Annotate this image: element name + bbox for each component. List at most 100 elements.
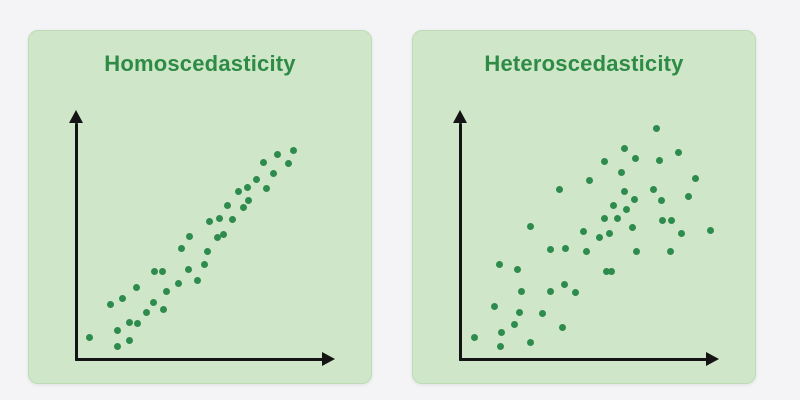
scatter-dot	[510, 320, 518, 328]
x-axis	[459, 358, 707, 361]
scatter-dot	[596, 234, 604, 242]
scatter-dot	[215, 214, 223, 222]
scatter-dot	[186, 233, 194, 241]
scatter-dot	[583, 248, 591, 256]
scatter-dot	[285, 160, 293, 168]
scatter-dot	[571, 288, 579, 296]
scatter-dot	[606, 229, 614, 237]
scatter-dot	[491, 302, 499, 310]
scatter-dot	[668, 216, 676, 224]
scatter-dot	[649, 185, 657, 193]
scatter-dot	[618, 168, 626, 176]
scatter-dot	[185, 266, 193, 274]
scatter-dot	[149, 299, 157, 307]
scatter-dot	[260, 159, 268, 167]
scatter-dot	[659, 216, 667, 224]
scatter-dot	[263, 184, 271, 192]
scatter-dot	[585, 177, 593, 185]
scatter-dot	[470, 333, 478, 341]
scatter-dot	[677, 229, 685, 237]
scatter-dot	[707, 226, 715, 234]
x-axis-arrow-icon	[706, 352, 719, 366]
scatter-dot	[516, 309, 524, 317]
scatter-dot	[113, 327, 121, 335]
scatter-dot	[177, 244, 185, 252]
scatter-dot	[160, 305, 168, 313]
scatter-dot	[631, 195, 639, 203]
scatter-dot	[580, 227, 588, 235]
scatter-dot	[269, 169, 277, 177]
scatter-dot	[224, 201, 232, 209]
scatter-dot	[200, 260, 208, 268]
scatter-dot	[289, 147, 297, 155]
scatter-dot	[514, 266, 522, 274]
scatter-dot	[495, 260, 503, 268]
scatter-plot-0	[76, 113, 331, 359]
panel-title-homoscedasticity: Homoscedasticity	[104, 51, 296, 76]
scatter-dot	[228, 215, 236, 223]
y-axis	[459, 123, 462, 361]
scatter-dot	[558, 323, 566, 331]
scatter-dot	[621, 188, 629, 196]
scatter-dot	[658, 196, 666, 204]
scatter-dot	[150, 268, 158, 276]
scatter-dot	[652, 124, 660, 132]
scatter-dot	[560, 281, 568, 289]
scatter-dot	[666, 248, 674, 256]
scatter-dot	[143, 308, 151, 316]
scatter-dot	[633, 248, 641, 256]
scatter-dot	[561, 244, 569, 252]
scatter-dot	[613, 214, 621, 222]
scatter-dot	[656, 157, 664, 165]
scatter-dot	[685, 193, 693, 201]
scatter-dot	[622, 206, 630, 214]
scatter-dot	[608, 268, 616, 276]
panel-heteroscedasticity: Heteroscedasticity	[412, 30, 756, 384]
y-axis	[75, 123, 78, 361]
scatter-dot	[632, 154, 640, 162]
x-axis	[75, 358, 323, 361]
scatter-dot	[546, 287, 554, 295]
scatter-dot	[526, 223, 534, 231]
scatter-dot	[113, 343, 121, 351]
scatter-dot	[245, 196, 253, 204]
scatter-dot	[203, 248, 211, 256]
scatter-dot	[85, 333, 93, 341]
scatter-dot	[162, 287, 170, 295]
scatter-dot	[243, 183, 251, 191]
y-axis-arrow-icon	[69, 110, 83, 123]
scatter-dot	[193, 276, 201, 284]
scatter-dot	[133, 284, 141, 292]
scatter-dot	[159, 268, 167, 276]
scatter-dot	[603, 268, 611, 276]
scatter-dot	[674, 148, 682, 156]
scatter-dot	[213, 234, 221, 242]
scatter-plot-1	[460, 113, 715, 359]
y-axis-arrow-icon	[453, 110, 467, 123]
scatter-dot	[526, 338, 534, 346]
scatter-dot	[539, 310, 547, 318]
scatter-dot	[621, 145, 629, 153]
scatter-dot	[107, 301, 115, 309]
scatter-dot	[119, 295, 127, 303]
scatter-dot	[174, 280, 182, 288]
scatter-dot	[628, 224, 636, 232]
scatter-dot	[205, 218, 213, 226]
scatter-dot	[125, 336, 133, 344]
scatter-dot	[496, 343, 504, 351]
scatter-dot	[220, 230, 228, 238]
scatter-dot	[125, 318, 133, 326]
scatter-dot	[609, 201, 617, 209]
scatter-dot	[600, 158, 608, 166]
scatter-dot	[600, 214, 608, 222]
scatter-dot	[556, 185, 564, 193]
x-axis-arrow-icon	[322, 352, 335, 366]
panel-title-heteroscedasticity: Heteroscedasticity	[484, 51, 684, 76]
scatter-dot	[134, 319, 142, 327]
scatter-dot	[274, 150, 282, 158]
scatter-dot	[252, 176, 260, 184]
scatter-dot	[497, 329, 505, 337]
panel-homoscedasticity: Homoscedasticity	[28, 30, 372, 384]
scatter-dot	[546, 245, 554, 253]
scatter-dot	[239, 204, 247, 212]
